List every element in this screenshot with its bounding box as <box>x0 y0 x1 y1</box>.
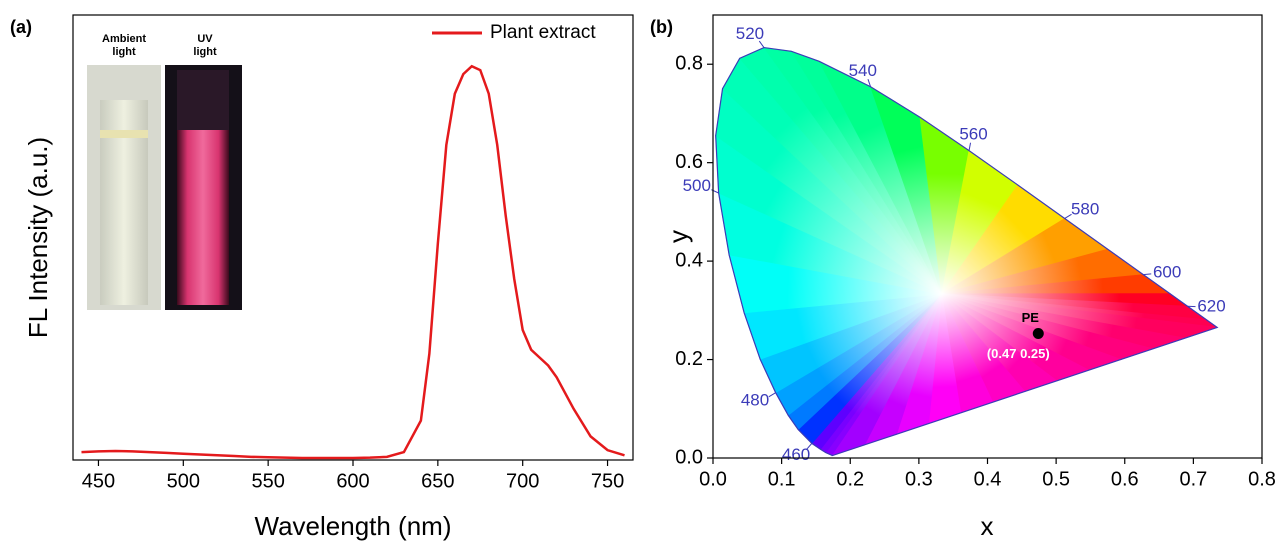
x-tick-label: 700 <box>506 470 539 492</box>
x-tick-label: 0.0 <box>699 468 727 490</box>
locus-tick <box>867 78 872 87</box>
y-tick-label: 0.2 <box>675 348 703 370</box>
x-tick-label: 600 <box>336 470 369 492</box>
x-axis-title: Wavelength (nm) <box>255 511 452 541</box>
point-name: PE <box>1022 310 1040 325</box>
locus-label: 560 <box>959 124 987 143</box>
y-axis-title: FL Intensity (a.u.) <box>23 137 53 338</box>
x-tick-label: 750 <box>591 470 624 492</box>
locus-label: 520 <box>736 24 764 43</box>
locus-label: 500 <box>683 176 711 195</box>
x-tick-label: 0.5 <box>1042 468 1070 490</box>
y-axis-title: y <box>663 230 693 243</box>
x-tick-label: 650 <box>421 470 454 492</box>
inset-label: UV light <box>193 33 217 58</box>
locus-tick <box>1064 213 1072 219</box>
x-tick-label: 500 <box>167 470 200 492</box>
x-tick-label: 450 <box>82 470 115 492</box>
locus-tick <box>968 142 972 151</box>
plot-frame <box>72 14 634 461</box>
x-tick-label: 0.4 <box>974 468 1002 490</box>
x-tick-label: 0.8 <box>1248 468 1276 490</box>
locus-label: 540 <box>849 61 877 80</box>
line-series <box>81 64 625 460</box>
legend-label: Plant extract <box>490 22 596 43</box>
x-tick-label: 0.2 <box>836 468 864 490</box>
uv-cuvette-top <box>177 70 229 130</box>
point <box>1032 327 1044 339</box>
x-tick-label: 0.7 <box>1179 468 1207 490</box>
locus-label: 480 <box>741 390 769 409</box>
x-tick-label: 0.6 <box>1111 468 1139 490</box>
x-axis-title: x <box>981 511 994 541</box>
locus-label: 620 <box>1197 297 1225 316</box>
x-tick-label: 550 <box>251 470 284 492</box>
locus-label: 580 <box>1071 200 1099 219</box>
spectral-locus <box>715 46 1219 457</box>
y-tick-label: 0.6 <box>675 151 703 173</box>
locus-tick <box>806 443 813 450</box>
meniscus <box>100 130 148 138</box>
gamut-fill <box>715 47 1218 457</box>
locus-tick <box>1143 273 1152 276</box>
panel-label: (a) <box>10 17 32 37</box>
y-tick-label: 0.0 <box>675 446 703 468</box>
point-label: (0.47 0.25) <box>987 346 1050 361</box>
locus-label: 460 <box>782 445 810 464</box>
locus-label: 600 <box>1153 263 1181 282</box>
locus-tick <box>768 392 776 398</box>
plot-frame <box>712 14 1263 459</box>
y-tick-label: 0.8 <box>675 53 703 75</box>
uv-cuvette <box>177 130 229 305</box>
inset-label: Ambient light <box>102 33 146 58</box>
x-tick-label: 0.1 <box>768 468 796 490</box>
inset-photo <box>87 65 242 310</box>
panel-label: (b) <box>650 17 673 37</box>
x-tick-label: 0.3 <box>905 468 933 490</box>
locus-tick <box>758 40 765 48</box>
y-tick-label: 0.4 <box>675 249 703 271</box>
